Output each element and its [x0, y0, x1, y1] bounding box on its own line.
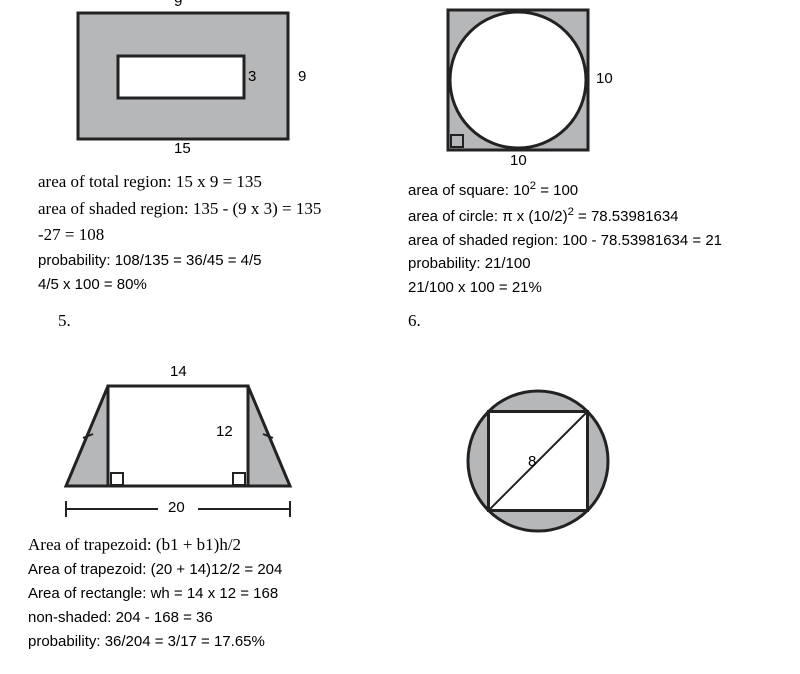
p5-line5: probability: 36/204 = 3/17 = 17.65%: [28, 631, 368, 653]
label-inner-width: 9: [174, 0, 182, 10]
problem-number-5: 5.: [38, 311, 71, 330]
number-6-cell: 6.: [368, 311, 788, 331]
problem-3: 9 3 9 15 area of total region: 15 x 9 = …: [8, 8, 368, 301]
problem-number-6: 6.: [408, 311, 421, 330]
row-problems-3-4: 9 3 9 15 area of total region: 15 x 9 = …: [8, 8, 792, 301]
p3-line5: 4/5 x 100 = 80%: [38, 274, 368, 296]
p3-line2: area of shaded region: 135 - (9 x 3) = 1…: [38, 197, 368, 222]
problem-5: 14 12 20 Area of trapezoid: (b1 + b1)h/2…: [8, 361, 368, 655]
row-numbers: 5. 6.: [8, 311, 792, 331]
p4-line2: area of circle: π x (10/2)2 = 78.5398163…: [408, 204, 788, 228]
row-problems-5-6: 14 12 20 Area of trapezoid: (b1 + b1)h/2…: [8, 361, 792, 655]
p3-line3: -27 = 108: [38, 223, 368, 248]
label-outer-width: 15: [174, 140, 191, 157]
label-side-bottom: 10: [510, 152, 527, 169]
label-bottom: 20: [168, 499, 185, 516]
p3-line4: probability: 108/135 = 36/45 = 4/5: [38, 250, 368, 272]
square-in-circle-svg: [458, 381, 618, 541]
label-top: 14: [170, 363, 187, 380]
p5-line3: Area of rectangle: wh = 14 x 12 = 168: [28, 583, 368, 605]
problem-6-figure: 8: [458, 381, 618, 541]
p5-line1: Area of trapezoid: (b1 + b1)h/2: [28, 533, 368, 558]
problem-4-work: area of square: 102 = 100 area of circle…: [408, 178, 788, 299]
problem-6: 8: [368, 361, 788, 655]
p4-line3: area of shaded region: 100 - 78.53981634…: [408, 230, 788, 252]
problem-3-work: area of total region: 15 x 9 = 135 area …: [38, 170, 368, 295]
p3-line1: area of total region: 15 x 9 = 135: [38, 170, 368, 195]
label-diagonal: 8: [528, 453, 536, 470]
p5-line4: non-shaded: 204 - 168 = 36: [28, 607, 368, 629]
label-height: 12: [216, 423, 233, 440]
circle-in-square-svg: [438, 8, 638, 176]
p5-line2: Area of trapezoid: (20 + 14)12/2 = 204: [28, 559, 368, 581]
p4-line4: probability: 21/100: [408, 253, 788, 275]
number-5-cell: 5.: [8, 311, 368, 331]
label-side-right: 10: [596, 70, 613, 87]
problem-4-figure: 10 10: [438, 8, 638, 176]
problem-3-figure: 9 3 9 15: [58, 8, 308, 168]
problem-5-work: Area of trapezoid: (b1 + b1)h/2 Area of …: [28, 533, 368, 653]
label-outer-height: 9: [298, 68, 306, 85]
problem-4: 10 10 area of square: 102 = 100 area of …: [368, 8, 788, 301]
p4-line5: 21/100 x 100 = 21%: [408, 277, 788, 299]
p4-line1: area of square: 102 = 100: [408, 178, 788, 202]
label-inner-height: 3: [248, 68, 256, 85]
problem-5-figure: 14 12 20: [38, 361, 318, 531]
